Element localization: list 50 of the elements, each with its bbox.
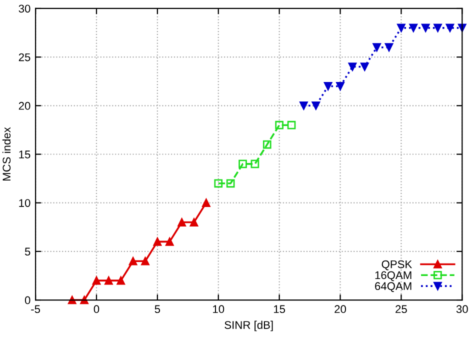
point bbox=[372, 43, 381, 52]
x-tick-label: 10 bbox=[213, 305, 224, 314]
point bbox=[384, 43, 394, 52]
point bbox=[92, 276, 101, 285]
y-tick-label: 20 bbox=[18, 102, 30, 110]
point bbox=[446, 24, 454, 32]
x-tick-label: 20 bbox=[334, 305, 346, 314]
point bbox=[300, 101, 308, 110]
x-tick-label: 0 bbox=[94, 305, 100, 314]
point bbox=[348, 62, 357, 71]
point bbox=[275, 120, 284, 130]
point bbox=[153, 238, 162, 246]
legend-label: 64QAM bbox=[375, 282, 412, 292]
point bbox=[214, 179, 223, 188]
point bbox=[238, 160, 247, 168]
point bbox=[116, 276, 126, 285]
point bbox=[397, 24, 406, 32]
y-tick-label: 0 bbox=[24, 296, 30, 304]
x-tick-label: 15 bbox=[274, 305, 286, 314]
point bbox=[141, 256, 150, 266]
legend-label: 16QAM bbox=[375, 271, 412, 282]
point bbox=[312, 101, 320, 110]
y-tick-label: 25 bbox=[18, 53, 30, 62]
point bbox=[104, 276, 113, 285]
x-axis-title: SINR [dB] bbox=[224, 320, 273, 332]
legend-label: QPSK bbox=[382, 260, 412, 270]
point bbox=[165, 238, 174, 246]
x-tick-label: 25 bbox=[396, 305, 407, 314]
point bbox=[226, 179, 235, 188]
y-tick-label: 10 bbox=[19, 199, 30, 207]
point bbox=[409, 24, 418, 32]
point bbox=[178, 218, 186, 226]
point bbox=[128, 256, 138, 266]
point bbox=[250, 160, 260, 168]
y-tick-label: 15 bbox=[19, 150, 30, 158]
y-tick-label: 30 bbox=[18, 4, 30, 13]
y-axis-title: MCS index bbox=[2, 127, 11, 181]
x-tick-label: -5 bbox=[31, 305, 40, 314]
y-tick-label: 5 bbox=[24, 248, 30, 256]
x-tick-label: 30 bbox=[456, 305, 468, 314]
point bbox=[421, 24, 430, 32]
point bbox=[434, 24, 442, 32]
point bbox=[190, 218, 198, 226]
x-tick-label: 5 bbox=[154, 305, 160, 314]
point bbox=[336, 82, 344, 90]
point bbox=[287, 120, 296, 130]
point bbox=[262, 140, 272, 149]
point bbox=[324, 82, 332, 90]
point bbox=[360, 62, 369, 71]
point bbox=[202, 198, 210, 207]
